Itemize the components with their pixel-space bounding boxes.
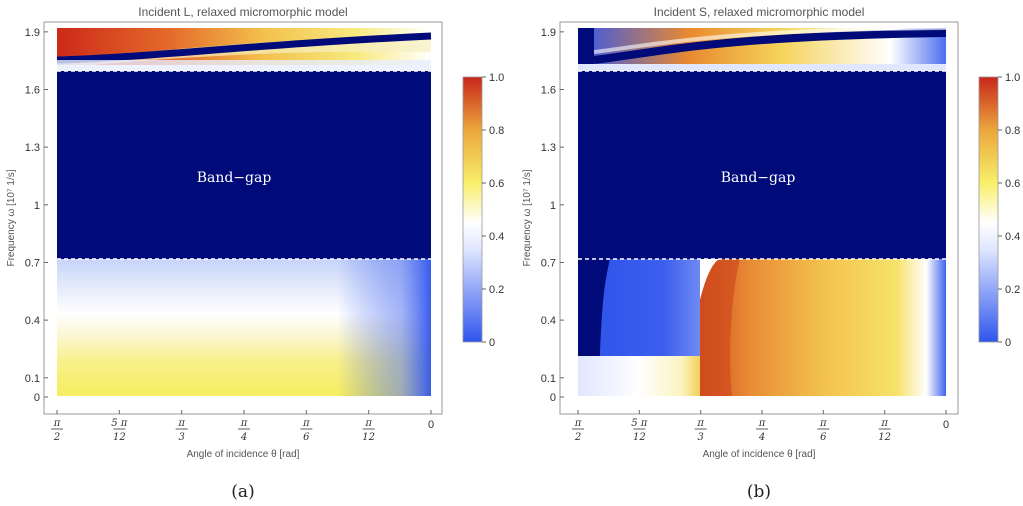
y-tick-label: 0 xyxy=(34,392,40,404)
x-tick-numerator: π xyxy=(53,418,61,429)
y-tick-label: 0.4 xyxy=(541,315,556,327)
colorbar-tick-label: 1.0 xyxy=(489,72,504,84)
low-frequency-shade xyxy=(57,259,431,396)
colorbar-tick-label: 0.4 xyxy=(489,231,504,243)
plot-frame xyxy=(559,21,959,415)
y-tick-label: 1.9 xyxy=(541,27,556,39)
colorbar-tick-label: 0.6 xyxy=(489,178,504,190)
x-tick-denominator: 12 xyxy=(362,432,375,443)
y-tick-label: 0.7 xyxy=(25,257,40,269)
x-tick-denominator: 3 xyxy=(178,432,184,443)
band-gap-label: Band−gap xyxy=(197,170,272,186)
y-tick-label: 0.1 xyxy=(25,373,40,385)
colorbar-tick-label: 0.8 xyxy=(489,125,504,137)
x-tick-numerator: π xyxy=(177,418,185,429)
colorbar-gradient xyxy=(462,76,483,343)
x-tick-label: 0 xyxy=(943,419,949,431)
heatmap-area: Band−gap xyxy=(578,26,947,396)
x-axis-label: Angle of incidence θ [rad] xyxy=(703,449,816,460)
x-tick-denominator: 4 xyxy=(240,432,247,443)
x-tick-numerator: π xyxy=(574,418,582,429)
caption: (a) xyxy=(231,482,254,502)
y-tick-label: 1.6 xyxy=(25,85,40,97)
panel-a: Incident L, relaxed micromorphic model B… xyxy=(6,5,504,502)
band-gap-region xyxy=(57,71,431,259)
y-tick-label: 0.1 xyxy=(541,373,556,385)
colorbar-tick-label: 0 xyxy=(489,337,495,349)
y-axis: 0 0.1 0.4 0.7 1 1.3 1.6 1.9 xyxy=(25,27,48,404)
chart-title: Incident L, relaxed micromorphic model xyxy=(138,5,347,19)
dispersion-curve xyxy=(593,29,947,64)
x-tick-denominator: 2 xyxy=(574,432,581,443)
colorbar-tick-label: 0.2 xyxy=(489,284,504,296)
y-tick-label: 1 xyxy=(34,200,40,212)
y-axis-label: Frequency ω [10⁷ 1/s] xyxy=(522,169,533,266)
chart-title: Incident S, relaxed micromorphic model xyxy=(654,5,865,19)
x-tick-denominator: 2 xyxy=(53,432,60,443)
y-axis-label: Frequency ω [10⁷ 1/s] xyxy=(6,169,17,266)
x-tick-denominator: 6 xyxy=(303,432,310,443)
high-transmission-region xyxy=(700,259,946,396)
x-tick-numerator: π xyxy=(819,418,827,429)
colorbar: 0 0.2 0.4 0.6 0.8 1.0 xyxy=(978,72,1020,349)
x-tick-denominator: 12 xyxy=(633,432,646,443)
colorbar: 0 0.2 0.4 0.6 0.8 1.0 xyxy=(462,72,504,349)
transmission-peak xyxy=(700,259,740,396)
caption: (b) xyxy=(747,482,771,502)
x-tick-denominator: 6 xyxy=(820,432,827,443)
x-tick-numerator: 5 π xyxy=(631,418,648,429)
colorbar-tick-label: 0.4 xyxy=(1005,231,1020,243)
x-axis-label: Angle of incidence θ [rad] xyxy=(187,449,300,460)
colorbar-tick-label: 0.8 xyxy=(1005,125,1020,137)
colorbar-tick-label: 0.6 xyxy=(1005,178,1020,190)
y-tick-label: 1.3 xyxy=(25,142,40,154)
x-tick-numerator: π xyxy=(364,418,372,429)
cutoff-band xyxy=(57,65,431,71)
colorbar-tick-label: 1.0 xyxy=(1005,72,1020,84)
dark-left-region xyxy=(578,259,610,356)
x-tick-denominator: 12 xyxy=(113,432,126,443)
low-frequency-left-region xyxy=(578,356,700,396)
y-tick-label: 0.4 xyxy=(25,315,40,327)
x-tick-numerator: π xyxy=(302,418,310,429)
dark-top-corner xyxy=(578,28,594,64)
colorbar-tick-label: 0.2 xyxy=(1005,284,1020,296)
colorbar-ticks: 0 0.2 0.4 0.6 0.8 1.0 xyxy=(998,72,1020,349)
x-axis: π 2 5 π 12 π 3 π 4 π 6 π 12 0 xyxy=(572,410,949,443)
x-tick-numerator: π xyxy=(696,418,704,429)
y-tick-label: 1.6 xyxy=(541,85,556,97)
heatmap-area: Band−gap xyxy=(56,28,432,396)
dispersion-curve xyxy=(56,32,432,64)
colorbar-gradient xyxy=(978,76,999,343)
x-axis: π 2 5 π 12 π 3 π 4 π 6 π 12 0 xyxy=(51,410,434,443)
x-tick-denominator: 12 xyxy=(878,432,891,443)
y-tick-label: 0 xyxy=(550,392,556,404)
x-tick-numerator: π xyxy=(880,418,888,429)
x-tick-label: 0 xyxy=(428,419,434,431)
y-tick-label: 1.9 xyxy=(25,27,40,39)
panel-b: Incident S, relaxed micromorphic model B… xyxy=(522,5,1020,502)
x-tick-numerator: π xyxy=(758,418,766,429)
colorbar-ticks: 0 0.2 0.4 0.6 0.8 1.0 xyxy=(482,72,504,349)
plot-frame xyxy=(43,21,443,415)
cutoff-shade xyxy=(57,60,431,65)
y-tick-label: 1.3 xyxy=(541,142,556,154)
y-axis: 0 0.1 0.4 0.7 1 1.3 1.6 1.9 xyxy=(541,27,564,404)
x-tick-numerator: π xyxy=(240,418,248,429)
x-tick-denominator: 3 xyxy=(697,432,703,443)
x-tick-numerator: 5 π xyxy=(111,418,128,429)
y-tick-label: 0.7 xyxy=(541,257,556,269)
colorbar-tick-label: 0 xyxy=(1005,337,1011,349)
x-tick-denominator: 4 xyxy=(758,432,765,443)
band-gap-label: Band−gap xyxy=(721,170,796,186)
band-gap-region xyxy=(578,71,946,259)
y-tick-label: 1 xyxy=(550,200,556,212)
dispersion-highlight xyxy=(593,26,947,54)
cutoff-band xyxy=(578,64,946,71)
